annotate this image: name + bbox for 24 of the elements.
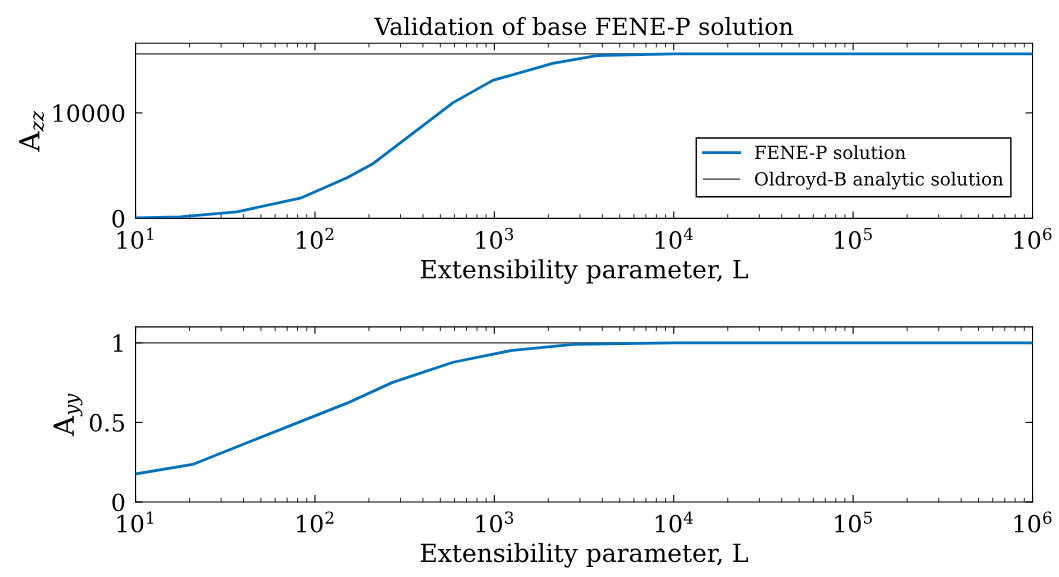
x-axis-title: Extensibility parameter, L — [420, 259, 748, 284]
x-tick-label: 10$^{4}$ — [655, 511, 693, 533]
x-tick-label: 10$^{5}$ — [835, 228, 872, 249]
x-tick-label: 10$^{1}$ — [117, 511, 154, 533]
x-tick-label: 10$^{3}$ — [476, 227, 514, 249]
y-tick-label: 0 — [112, 493, 125, 512]
legend-label: Oldroyd-B analytic solution — [755, 171, 1004, 190]
y-axis-title: A$_{yy}$ — [53, 393, 83, 437]
chart-title: Validation of base FENE-P solution — [374, 17, 794, 36]
x-tick-label: 10$^{2}$ — [297, 227, 334, 249]
x-tick-label: 10$^{1}$ — [117, 227, 154, 249]
y-tick-label: 10000 — [53, 104, 125, 123]
x-tick-label: 10$^{3}$ — [476, 511, 514, 533]
x-axis-title: Extensibility parameter, L — [420, 542, 748, 568]
x-tick-label: 10$^{2}$ — [297, 511, 334, 533]
x-tick-label: 10$^{6}$ — [1014, 511, 1052, 533]
x-tick-label: 10$^{5}$ — [835, 511, 872, 533]
y-tick-label: 1 — [113, 334, 123, 352]
y-tick-label: 0 — [112, 209, 125, 228]
y-tick-label: 0.5 — [89, 413, 125, 432]
x-tick-label: 10$^{6}$ — [1014, 227, 1052, 249]
legend-label: FENE-P solution — [755, 145, 906, 160]
x-tick-label: 10$^{4}$ — [655, 227, 693, 249]
y-axis-title: A$_{zz}$ — [19, 110, 45, 152]
